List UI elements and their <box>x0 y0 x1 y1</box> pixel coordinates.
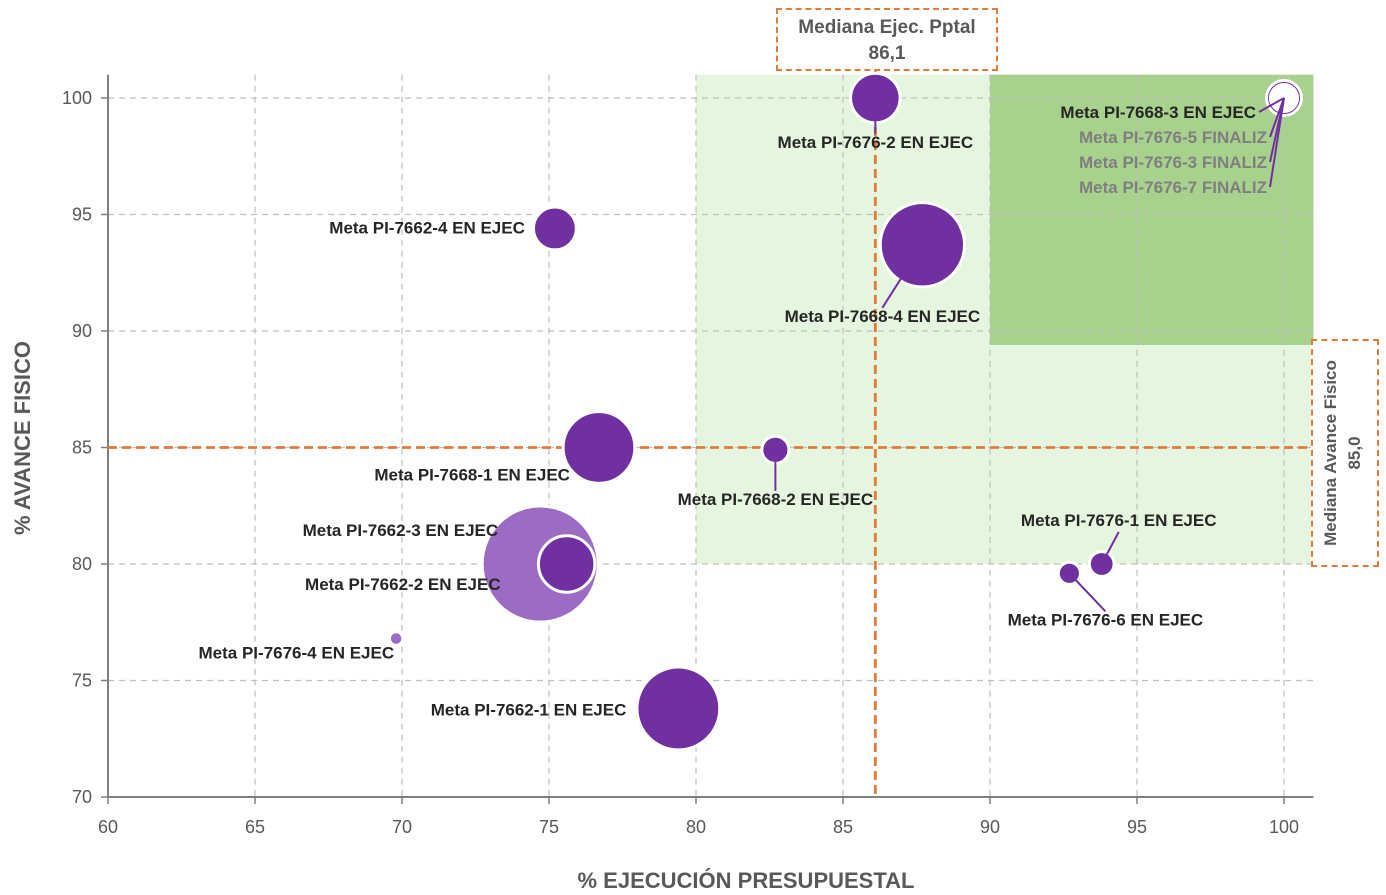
x-tick-label: 90 <box>980 817 1000 837</box>
y-tick-label: 85 <box>72 438 92 458</box>
y-tick-label: 80 <box>72 554 92 574</box>
y-axis-title: % AVANCE FISICO <box>10 341 35 535</box>
median-x-title: Mediana Ejec. Pptal <box>798 17 976 38</box>
bubble <box>561 410 637 485</box>
y-tick-label: 75 <box>72 671 92 691</box>
point-label: Meta PI-7662-3 EN EJEC <box>303 521 499 540</box>
x-tick-label: 100 <box>1269 817 1299 837</box>
x-tick-label: 85 <box>833 817 853 837</box>
leader-line <box>1258 97 1285 113</box>
chart-zones <box>696 74 1314 564</box>
point-labels: Meta PI-7676-2 EN EJEC Meta PI-7668-3 EN … <box>199 103 1267 719</box>
point-label: Meta PI-7676-7 FINALIZ <box>1079 178 1267 197</box>
bubble <box>536 534 597 594</box>
bubble <box>531 205 578 252</box>
y-tick-label: 95 <box>72 205 92 225</box>
point-label: Meta PI-7662-4 EN EJEC <box>329 218 525 237</box>
median-x-value: 86,1 <box>868 43 906 64</box>
median-y-text: Mediana Avance Fisico 85,0 <box>1311 339 1379 567</box>
leader-line <box>881 244 924 309</box>
point-label: Meta PI-7668-3 EN EJEC <box>1060 103 1256 122</box>
leader-line <box>1068 572 1107 613</box>
point-label: Meta PI-7668-2 EN EJEC <box>678 490 874 509</box>
median-y-value: 85,0 <box>1345 436 1364 470</box>
bubbles <box>387 71 1303 752</box>
point-label: Meta PI-7676-1 EN EJEC <box>1021 511 1217 530</box>
point-label: Meta PI-7676-2 EN EJEC <box>778 133 974 152</box>
x-tick-label: 60 <box>98 817 118 837</box>
leader-line <box>1269 97 1285 188</box>
x-tick-label: 95 <box>1127 817 1147 837</box>
point-label: Meta PI-7668-1 EN EJEC <box>374 466 570 485</box>
median-x-box: Mediana Ejec. Pptal 86,1 <box>776 8 998 71</box>
x-tick-label: 75 <box>539 817 559 837</box>
point-label: Meta PI-7676-6 EN EJEC <box>1008 610 1204 629</box>
x-tick-label: 65 <box>245 817 265 837</box>
quadrant-zone-2 <box>990 74 1314 345</box>
x-axis-title: % EJECUCIÓN PRESUPUESTAL <box>578 868 915 893</box>
point-label: Meta PI-7676-4 EN EJEC <box>199 644 395 663</box>
point-label: Meta PI-7668-4 EN EJEC <box>785 307 981 326</box>
x-tick-label: 70 <box>392 817 412 837</box>
x-tick-label: 80 <box>686 817 706 837</box>
point-label: Meta PI-7676-3 FINALIZ <box>1079 153 1267 172</box>
y-tick-label: 70 <box>72 787 92 807</box>
point-label: Meta PI-7676-5 FINALIZ <box>1079 128 1267 147</box>
point-label: Meta PI-7662-2 EN EJEC <box>305 575 501 594</box>
bubble <box>387 630 405 647</box>
leader-line <box>1100 531 1120 565</box>
chart-grid <box>108 74 1314 797</box>
median-lines <box>108 71 1312 797</box>
y-tick-label: 100 <box>62 88 92 108</box>
chart-axes: 60 65 70 75 80 85 90 95 100 70 75 80 85 90 95 100 <box>62 74 1314 837</box>
median-y-box: Mediana Avance Fisico 85,0 <box>1311 339 1379 567</box>
median-y-title: Mediana Avance Fisico <box>1321 360 1340 546</box>
point-label: Meta PI-7662-1 EN EJEC <box>431 700 627 719</box>
y-tick-label: 90 <box>72 321 92 341</box>
bubble <box>635 665 722 752</box>
label-leaders <box>774 97 1285 613</box>
